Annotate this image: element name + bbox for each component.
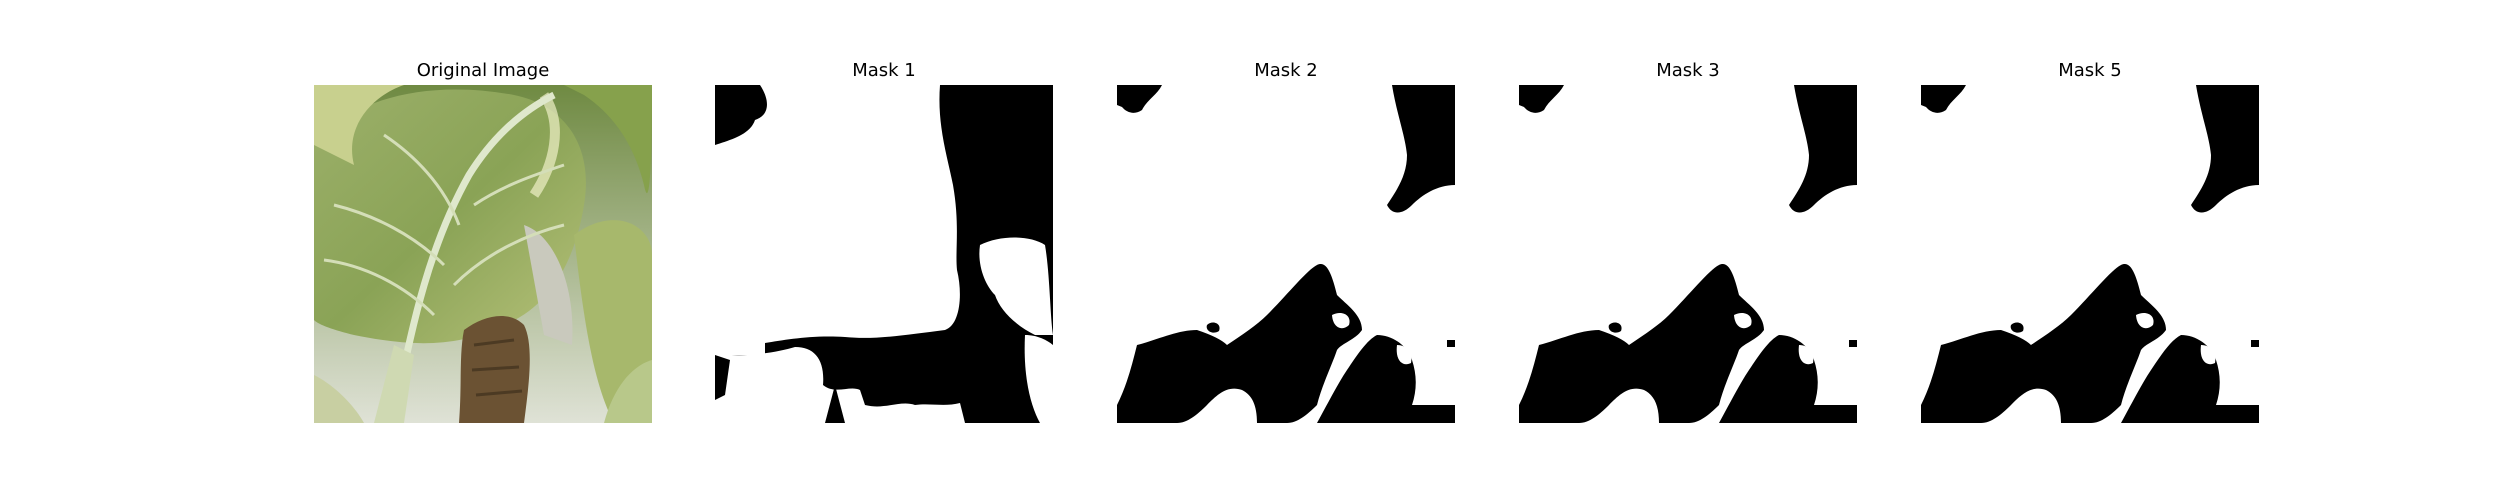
- panel-title: Mask 1: [852, 60, 916, 81]
- panel-title: Mask 3: [1656, 60, 1720, 81]
- mask-image: [715, 85, 1053, 423]
- panel-title: Original Image: [416, 60, 550, 81]
- mask-2-graphic: [1117, 85, 1455, 423]
- mask-3-graphic: [1519, 85, 1857, 423]
- mask-image: [1117, 85, 1455, 423]
- original-image: [314, 85, 652, 423]
- mask-image: [1921, 85, 2259, 423]
- mask-image: [1519, 85, 1857, 423]
- leaf-photo: [314, 85, 652, 423]
- panel-title: Mask 2: [1254, 60, 1318, 81]
- mask-5-graphic: [1921, 85, 2259, 423]
- panel-title: Mask 5: [2058, 60, 2122, 81]
- mask-1-graphic: [715, 85, 1053, 423]
